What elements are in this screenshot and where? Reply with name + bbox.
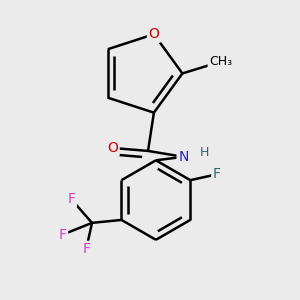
Text: F: F bbox=[82, 242, 90, 256]
Text: H: H bbox=[200, 146, 209, 159]
Text: O: O bbox=[148, 27, 159, 41]
Text: F: F bbox=[68, 192, 75, 206]
Text: F: F bbox=[58, 228, 67, 242]
Text: O: O bbox=[107, 141, 118, 155]
Text: F: F bbox=[213, 167, 221, 181]
Text: N: N bbox=[178, 150, 188, 164]
Text: CH₃: CH₃ bbox=[209, 55, 232, 68]
